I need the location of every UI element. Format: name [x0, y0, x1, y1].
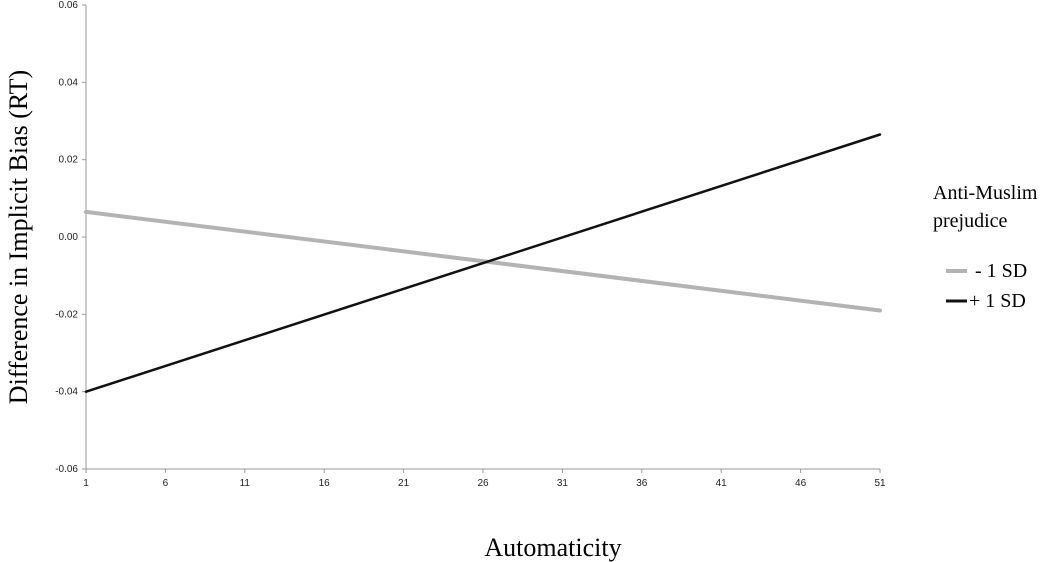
- y-tick-label: -0.06: [55, 464, 78, 475]
- x-tick-label: 11: [240, 478, 251, 489]
- y-tick-label: -0.04: [55, 387, 78, 398]
- legend-label-minus-1sd: - 1 SD: [975, 260, 1027, 282]
- x-tick-label: 1: [83, 478, 89, 489]
- x-tick-label: 6: [163, 478, 169, 489]
- y-tick-label: 0.02: [59, 155, 79, 166]
- x-tick-label: 31: [557, 478, 569, 489]
- series-line-minus-1sd: [84, 209, 882, 313]
- y-tick-label: 0.00: [59, 232, 79, 243]
- x-tick-label: 26: [477, 478, 489, 489]
- y-tick-label: 0.06: [59, 0, 79, 11]
- axes: [82, 4, 881, 473]
- series-line-plus-1sd: [84, 133, 882, 393]
- x-tick-label: 46: [795, 478, 807, 489]
- legend-title-line2: prejudice: [933, 210, 1008, 232]
- legend: Anti-Muslim prejudice - 1 SD + 1 SD: [933, 182, 1038, 312]
- y-tick-label: 0.04: [59, 77, 79, 88]
- legend-label-plus-1sd: + 1 SD: [969, 290, 1026, 312]
- x-axis-title: Automaticity: [484, 533, 621, 562]
- tick-labels: 0.060.040.020.00-0.02-0.04-0.061 6 11 16 21 2…: [55, 0, 886, 489]
- y-tick-label: -0.02: [55, 309, 78, 320]
- legend-title-line1: Anti-Muslim: [933, 182, 1038, 204]
- x-tick-label: 36: [636, 478, 648, 489]
- series-lines: [84, 133, 882, 393]
- x-tick-label: 16: [319, 478, 331, 489]
- y-axis-title: Difference in Implicit Bias (RT): [4, 70, 33, 404]
- x-tick-label: 21: [398, 478, 410, 489]
- x-tick-label: 41: [716, 478, 728, 489]
- x-tick-label: 51: [874, 478, 886, 489]
